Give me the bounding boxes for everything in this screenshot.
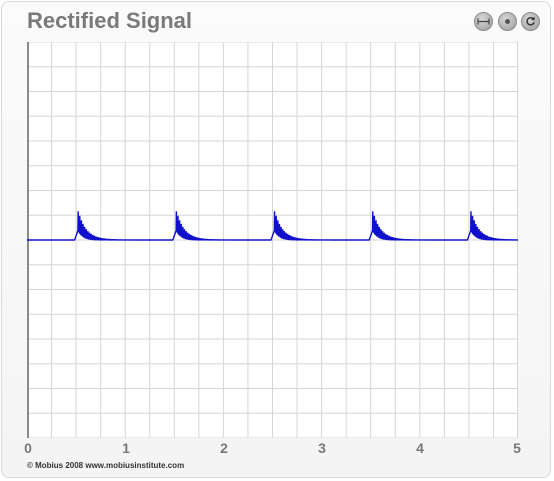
chart-svg [27,42,518,438]
horizontal-arrows-icon [477,18,490,25]
copyright-text: © Mobius 2008 www.mobiusinstitute.com [27,461,185,470]
x-tick-label: 1 [122,440,130,456]
x-tick-label: 0 [24,440,32,456]
dot-button[interactable] [498,12,517,31]
signal-series-line [27,211,518,241]
resize-button[interactable] [474,12,493,31]
plot-area [27,42,518,438]
x-tick-label: 2 [220,440,228,456]
x-tick-label: 5 [513,440,521,456]
x-tick-label: 3 [318,440,326,456]
x-tick-label: 4 [416,440,424,456]
chart-title: Rectified Signal [27,8,193,33]
dot-icon [505,19,510,24]
refresh-icon [526,16,535,26]
refresh-button[interactable] [521,12,540,31]
